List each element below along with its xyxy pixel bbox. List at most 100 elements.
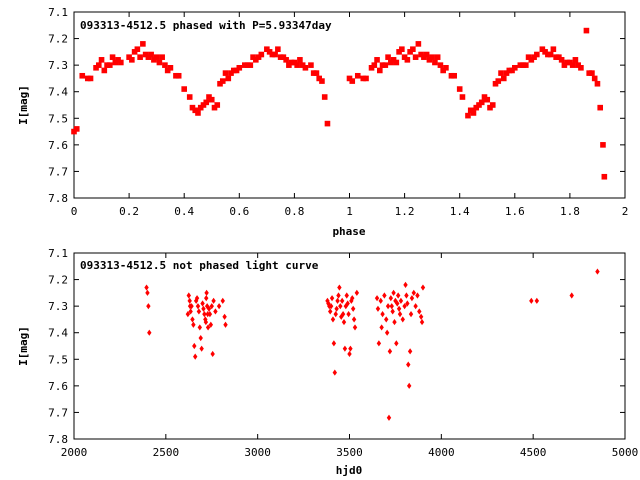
unphased-data-point [331, 340, 337, 347]
unphased-data-points [144, 268, 600, 421]
unphased-data-point [389, 303, 394, 310]
unphased-data-point [407, 348, 413, 355]
unphased-data-point [384, 316, 389, 323]
unphased-y-tick-label: 7.5 [48, 353, 68, 366]
unphased-light-curve-panel: 093313-4512.5 not phased light curve hjd… [17, 247, 638, 477]
phased-data-point [547, 51, 554, 58]
unphased-data-point [193, 353, 198, 360]
phased-data-point [137, 54, 143, 60]
phased-data-point [258, 51, 265, 58]
phased-data-point [484, 96, 491, 103]
unphased-data-point [185, 311, 191, 318]
phased-x-tick-label: 0 [71, 205, 78, 218]
phased-data-point [73, 126, 80, 132]
phased-data-point [321, 94, 328, 100]
unphased-y-tick-label: 7.3 [48, 300, 68, 313]
phased-data-point [324, 120, 331, 127]
phased-data-point [470, 110, 477, 116]
unphased-data-point [334, 305, 339, 312]
unphased-x-tick-label: 2500 [153, 446, 180, 459]
phased-data-point [159, 54, 165, 60]
phased-data-point [415, 41, 422, 47]
phased-data-point [569, 62, 576, 68]
unphased-data-point [340, 311, 346, 318]
phased-y-axis-label: I[mag] [17, 85, 30, 125]
unphased-data-point [209, 303, 214, 310]
phased-y-tick-label: 7.3 [48, 59, 68, 72]
unphased-data-point [202, 311, 207, 318]
phased-data-point [465, 112, 471, 119]
unphased-data-point [403, 281, 408, 288]
phased-data-point [432, 59, 438, 66]
phased-data-point [186, 94, 193, 100]
unphased-data-point [387, 348, 393, 355]
phased-data-point [214, 102, 221, 108]
unphased-data-point [187, 297, 192, 304]
phased-data-point [148, 51, 154, 58]
unphased-data-point [404, 292, 409, 299]
unphased-data-point [190, 316, 195, 323]
phased-data-point [308, 62, 314, 68]
phased-data-point [302, 65, 309, 71]
unphased-data-point [206, 305, 212, 312]
phased-data-point [374, 57, 380, 63]
phased-data-point [208, 96, 215, 103]
unphased-data-point [338, 303, 343, 310]
unphased-y-tick-label: 7.8 [48, 433, 68, 446]
phased-data-point [294, 62, 300, 68]
unphased-data-point [392, 319, 397, 326]
unphased-data-point [336, 292, 341, 299]
unphased-data-point [388, 295, 394, 302]
unphased-data-point [376, 340, 382, 347]
unphased-data-point [382, 292, 387, 299]
unphased-data-point [328, 308, 333, 315]
unphased-data-point [205, 311, 210, 318]
unphased-data-point [347, 350, 352, 358]
phased-data-point [382, 62, 389, 68]
unphased-y-tick-label: 7.6 [48, 380, 68, 393]
phased-data-point [423, 51, 430, 58]
phased-data-point [107, 62, 113, 68]
unphased-data-point [569, 292, 574, 299]
phased-data-point [319, 78, 325, 84]
unphased-data-point [329, 295, 335, 302]
phased-data-point [558, 57, 565, 63]
unphased-data-point [374, 295, 380, 302]
phased-data-point [456, 86, 463, 92]
unphased-data-point [348, 345, 353, 352]
phased-data-point [118, 59, 124, 66]
unphased-data-point [211, 297, 216, 304]
unphased-x-tick-label: 3500 [336, 446, 363, 459]
unphased-data-point [386, 414, 392, 421]
unphased-data-point [145, 289, 150, 296]
unphased-data-point [201, 305, 206, 312]
unphased-data-point [413, 303, 418, 310]
phased-x-tick-label: 1.8 [560, 205, 580, 218]
unphased-data-point [213, 308, 218, 315]
unphased-data-point [341, 319, 347, 326]
unphased-data-point [406, 361, 411, 368]
unphased-data-point [205, 324, 211, 331]
phased-data-point [523, 62, 529, 68]
phased-x-tick-label: 2 [622, 205, 629, 218]
unphased-data-point [394, 340, 399, 347]
unphased-data-point [220, 297, 225, 304]
phased-data-point [219, 78, 226, 84]
unphased-data-point [199, 345, 204, 352]
unphased-data-point [352, 324, 358, 331]
phased-chart-title: 093313-4512.5 phased with P=5.93347day [80, 19, 332, 32]
unphased-data-point [391, 289, 396, 296]
unphased-data-point [350, 295, 355, 302]
phased-data-point [203, 99, 210, 106]
unphased-data-point [200, 300, 205, 307]
phased-data-point [489, 102, 496, 108]
phased-data-point [181, 86, 187, 92]
unphased-data-point [418, 313, 424, 320]
phased-data-point [95, 62, 102, 68]
unphased-data-point [354, 289, 360, 296]
unphased-data-point [385, 303, 391, 310]
unphased-data-point [333, 311, 338, 318]
unphased-data-point [197, 324, 203, 331]
unphased-data-point [411, 289, 416, 296]
